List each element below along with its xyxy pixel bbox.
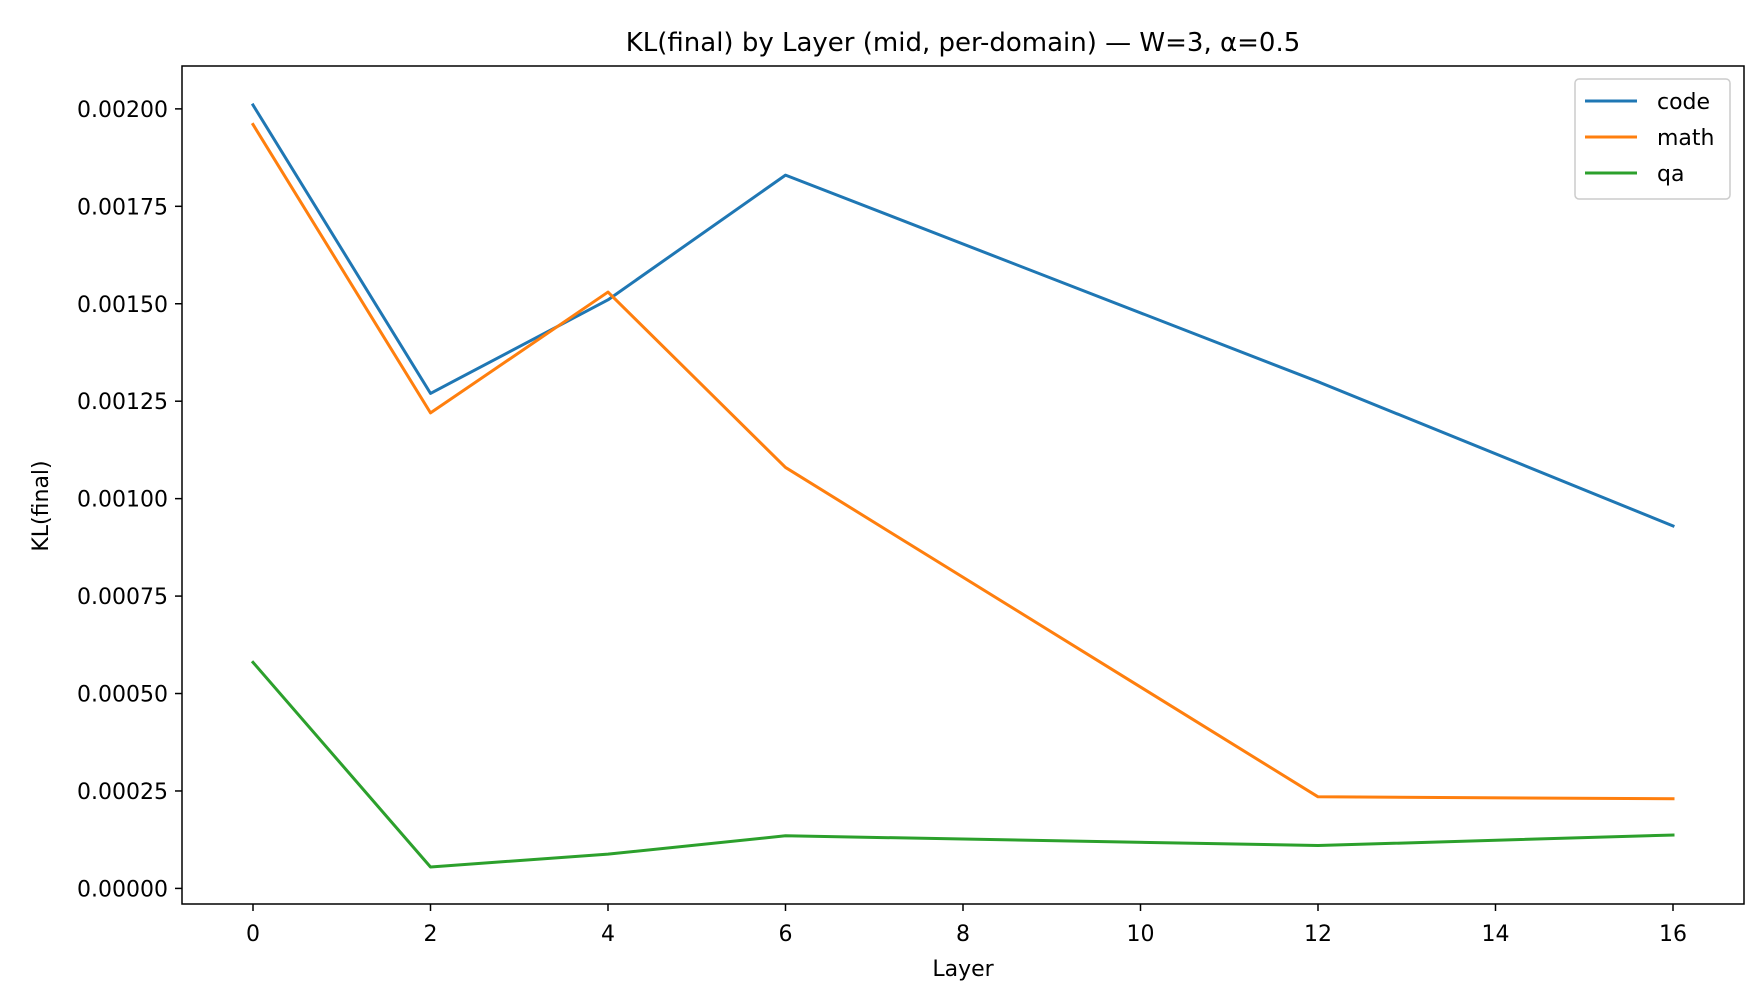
legend-box — [1574, 78, 1731, 200]
y-tick-label: 0.00150 — [77, 293, 168, 318]
series-line-code — [250, 102, 1675, 528]
x-axis-title: Layer — [932, 957, 994, 982]
x-tick-label: 8 — [956, 922, 970, 947]
legend: code math qa — [1574, 78, 1731, 200]
series-group — [250, 102, 1675, 869]
y-tick-label: 0.00075 — [77, 585, 168, 610]
x-tick-label: 6 — [779, 922, 793, 947]
y-axis: 0.00000 0.00025 0.00050 0.00075 0.00100 0.001… — [77, 98, 182, 902]
x-axis: 0 2 4 6 8 10 12 14 16 — [246, 904, 1687, 947]
y-tick-label: 0.00200 — [77, 98, 168, 123]
y-tick-label: 0.00050 — [77, 683, 168, 708]
y-tick-label: 0.00175 — [77, 195, 168, 220]
legend-label-code: code — [1657, 90, 1710, 115]
y-tick-label: 0.00125 — [77, 390, 168, 415]
legend-label-qa: qa — [1657, 162, 1684, 187]
legend-label-math: math — [1657, 126, 1714, 151]
y-tick-label: 0.00000 — [77, 877, 168, 902]
y-tick-label: 0.00025 — [77, 780, 168, 805]
x-tick-label: 14 — [1482, 922, 1510, 947]
plot-frame — [181, 65, 1745, 905]
chart-title: KL(final) by Layer (mid, per-domain) — W… — [626, 28, 1301, 58]
y-tick-label: 0.00100 — [77, 488, 168, 513]
x-tick-label: 0 — [246, 922, 260, 947]
y-axis-title: KL(final) — [29, 460, 54, 551]
series-line-qa — [250, 660, 1675, 869]
x-tick-label: 4 — [601, 922, 615, 947]
x-tick-label: 12 — [1304, 922, 1332, 947]
series-line-math — [250, 122, 1675, 801]
x-tick-label: 2 — [424, 922, 438, 947]
x-tick-label: 10 — [1127, 922, 1155, 947]
x-tick-label: 16 — [1659, 922, 1687, 947]
